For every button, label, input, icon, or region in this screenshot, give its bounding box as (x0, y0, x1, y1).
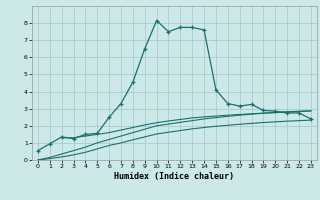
X-axis label: Humidex (Indice chaleur): Humidex (Indice chaleur) (115, 172, 234, 181)
